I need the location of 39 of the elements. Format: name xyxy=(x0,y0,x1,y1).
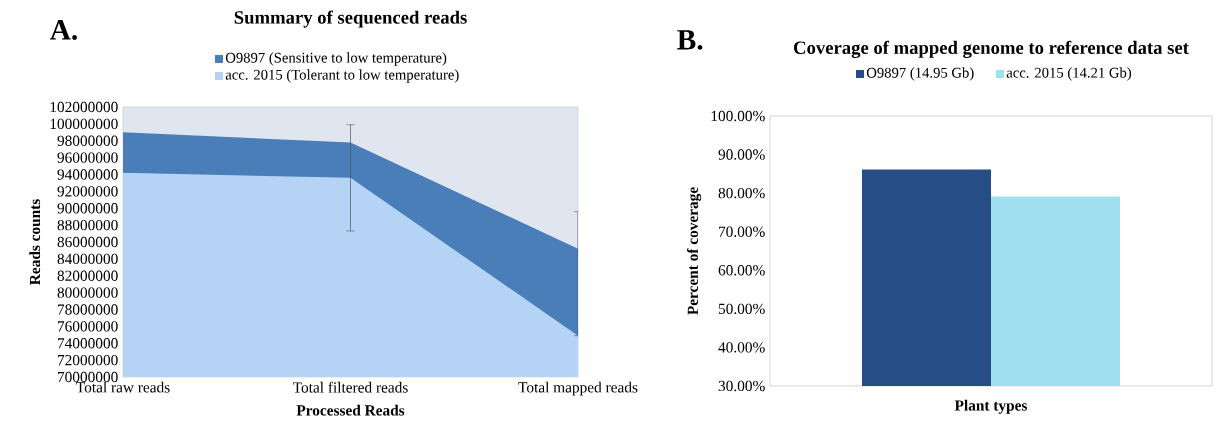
y-tick-label: 100000000 xyxy=(50,118,118,130)
y-tick-label: 82000000 xyxy=(57,270,118,281)
y-tick-label: 70.00% xyxy=(719,226,765,237)
y-tick-label: 102000000 xyxy=(50,101,118,113)
legend-label: acc. 2015 (Tolerant to low temperature) xyxy=(225,69,459,83)
y-axis-title: Percent of coverage xyxy=(687,187,702,315)
y-tick-label: 88000000 xyxy=(57,219,118,231)
y-tick-label: 78000000 xyxy=(57,304,118,315)
y-tick-label: 84000000 xyxy=(57,253,118,265)
y-tick-label: 50.00% xyxy=(718,303,765,315)
y-tick-label: 96000000 xyxy=(57,152,118,163)
y-tick-label: 74000000 xyxy=(57,338,118,349)
text: A. xyxy=(50,20,77,40)
y-tick-label: 92000000 xyxy=(57,186,118,197)
legend-label: O9897 (14.95 Gb) xyxy=(866,67,974,81)
y-axis-title: Reads counts xyxy=(29,199,41,285)
chart-title: Coverage of mapped genome to reference data set xyxy=(793,40,1189,58)
y-tick-label: 30.00% xyxy=(718,380,765,392)
y-tick-label: 70000000 xyxy=(57,371,118,383)
y-tick-label: 100.00% xyxy=(711,110,765,122)
y-tick-label: 98000000 xyxy=(57,135,118,146)
y-tick-label: 90.00% xyxy=(718,149,765,160)
x-tick-label: Total filtered reads xyxy=(293,381,408,393)
legend-label: O9897 (Sensitive to low temperature) xyxy=(225,52,447,66)
x-axis-title: Plant types xyxy=(954,399,1028,414)
y-tick-label: 76000000 xyxy=(57,321,118,332)
text: B. xyxy=(677,30,703,50)
y-tick-label: 40.00% xyxy=(718,342,765,353)
x-axis-title: Processed Reads xyxy=(296,404,405,416)
y-tick-label: 86000000 xyxy=(57,236,118,248)
y-tick-label: 80000000 xyxy=(57,287,118,298)
y-tick-label: 72000000 xyxy=(57,354,118,366)
y-tick-label: 90000000 xyxy=(57,203,118,214)
legend-label: acc. 2015 (14.21 Gb) xyxy=(1006,67,1132,81)
chart-title: Summary of sequenced reads xyxy=(234,10,467,28)
y-tick-label: 60.00% xyxy=(718,265,765,276)
x-tick-label: Total mapped reads xyxy=(518,381,638,396)
y-tick-label: 80.00% xyxy=(718,187,765,199)
y-tick-label: 94000000 xyxy=(57,169,118,180)
